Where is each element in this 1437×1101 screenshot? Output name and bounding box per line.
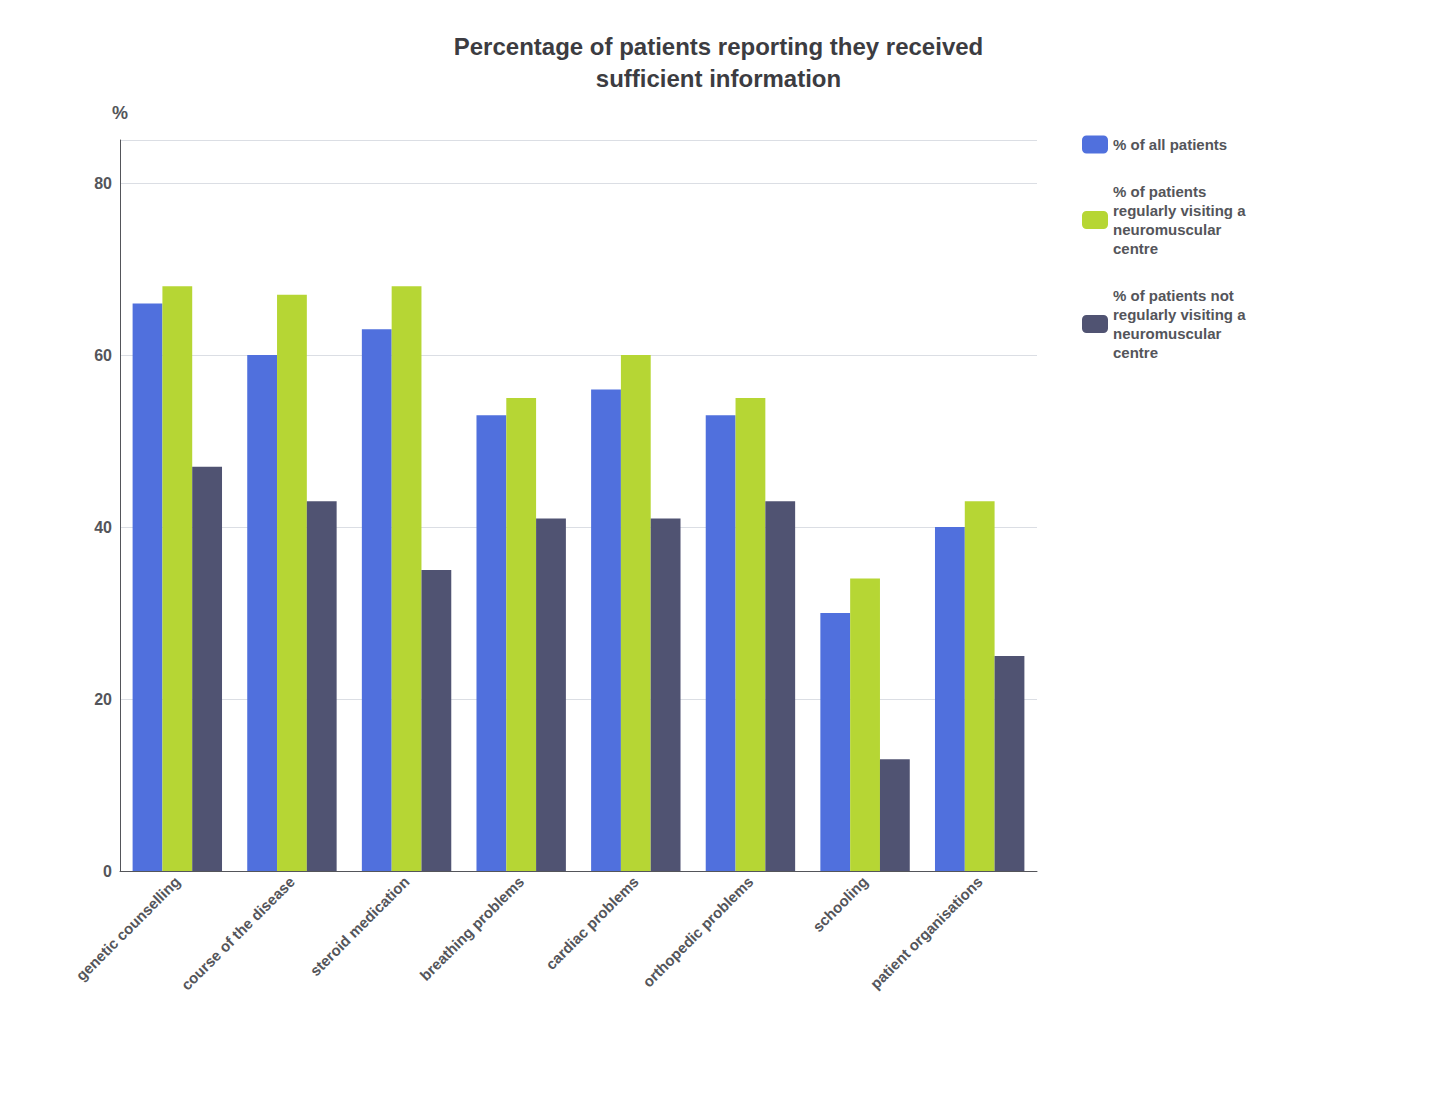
svg-text:centre: centre (1113, 240, 1158, 257)
svg-text:regularly visiting a: regularly visiting a (1113, 202, 1246, 219)
svg-text:0: 0 (103, 863, 112, 880)
svg-text:orthopedic problems: orthopedic problems (639, 873, 756, 990)
svg-text:sufficient information: sufficient information (596, 65, 841, 92)
svg-text:80: 80 (94, 175, 112, 192)
svg-text:40: 40 (94, 519, 112, 536)
svg-text:steroid medication: steroid medication (306, 873, 412, 979)
svg-text:cardiac problems: cardiac problems (542, 873, 642, 973)
svg-text:% of all patients: % of all patients (1113, 136, 1227, 153)
svg-text:breathing problems: breathing problems (416, 873, 527, 984)
svg-text:regularly visiting a: regularly visiting a (1113, 306, 1246, 323)
svg-text:centre: centre (1113, 344, 1158, 361)
svg-text:genetic counselling: genetic counselling (72, 873, 183, 984)
svg-text:neuromuscular: neuromuscular (1113, 221, 1222, 238)
svg-text:% of patients not: % of patients not (1113, 287, 1234, 304)
svg-text:neuromuscular: neuromuscular (1113, 325, 1222, 342)
svg-text:%: % (112, 103, 128, 123)
svg-text:schooling: schooling (809, 873, 871, 935)
svg-text:20: 20 (94, 691, 112, 708)
svg-text:% of patients: % of patients (1113, 183, 1206, 200)
svg-text:patient organisations: patient organisations (867, 873, 986, 992)
svg-text:60: 60 (94, 347, 112, 364)
svg-text:course of the disease: course of the disease (178, 873, 298, 993)
svg-text:Percentage of patients reporti: Percentage of patients reporting they re… (454, 33, 984, 60)
